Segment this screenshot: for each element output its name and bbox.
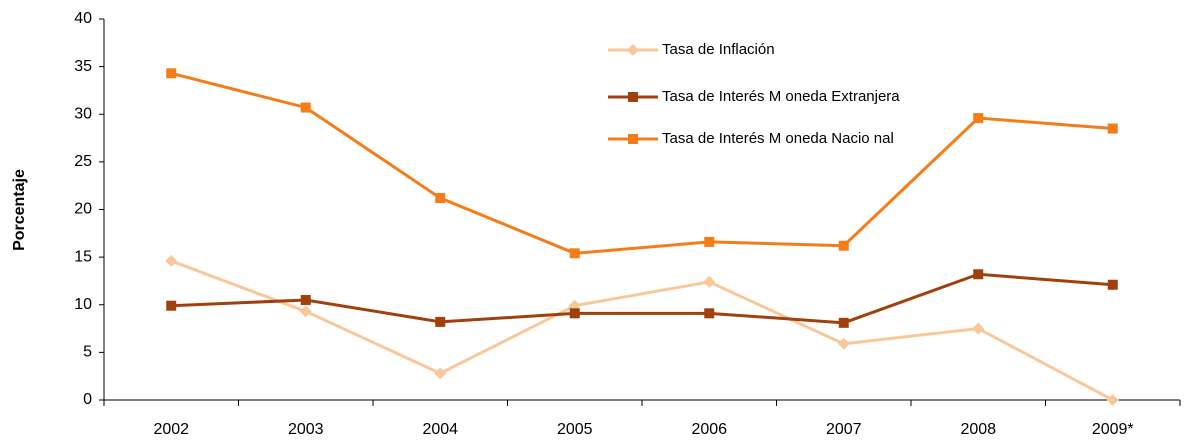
point (704, 236, 715, 247)
point (435, 193, 446, 204)
point (838, 240, 849, 251)
x-tick-label: 2007 (826, 421, 862, 438)
point (704, 308, 715, 319)
x-tick-label: 2004 (422, 421, 458, 438)
point (1106, 394, 1119, 406)
legend-marker (628, 92, 638, 102)
point (165, 254, 178, 267)
y-tick-label: 15 (74, 248, 92, 265)
point (166, 68, 177, 79)
point (973, 113, 984, 124)
y-tick-label: 35 (74, 58, 92, 75)
y-tick-label: 5 (83, 344, 92, 361)
legend-marker (628, 134, 638, 144)
point (299, 305, 312, 318)
point (300, 102, 311, 113)
y-tick-label: 40 (74, 10, 92, 27)
y-tick-label: 25 (74, 153, 92, 170)
x-tick-label: 2005 (557, 421, 593, 438)
point (300, 294, 311, 305)
point (837, 337, 850, 350)
x-tick-label: 2002 (153, 421, 189, 438)
point (569, 248, 580, 259)
series-line (170, 71, 1113, 255)
point (434, 367, 447, 380)
point (838, 317, 849, 328)
point (703, 275, 716, 288)
point (973, 269, 984, 280)
x-tick-label: 2006 (691, 421, 727, 438)
y-tick-label: 10 (74, 296, 92, 313)
legend-label: Tasa de Inflación (662, 41, 775, 58)
point (1107, 123, 1118, 134)
y-axis-label: Porcentaje (11, 169, 28, 251)
x-tick-label: 2003 (288, 421, 324, 438)
point (569, 308, 580, 319)
legend-label: Tasa de Interés M oneda Extranjera (662, 88, 900, 105)
legend-marker (627, 44, 639, 56)
series-line (170, 259, 1114, 402)
y-tick-label: 20 (74, 201, 92, 218)
legend-label: Tasa de Interés M oneda Nacio nal (662, 130, 894, 147)
point (435, 316, 446, 327)
point (166, 300, 177, 311)
x-tick-label: 2008 (960, 421, 996, 438)
point (1107, 279, 1118, 290)
y-tick-label: 0 (83, 391, 92, 408)
point (972, 322, 985, 335)
series-line (171, 272, 1113, 325)
x-tick-label: 2009* (1092, 421, 1134, 438)
y-tick-label: 30 (74, 105, 92, 122)
